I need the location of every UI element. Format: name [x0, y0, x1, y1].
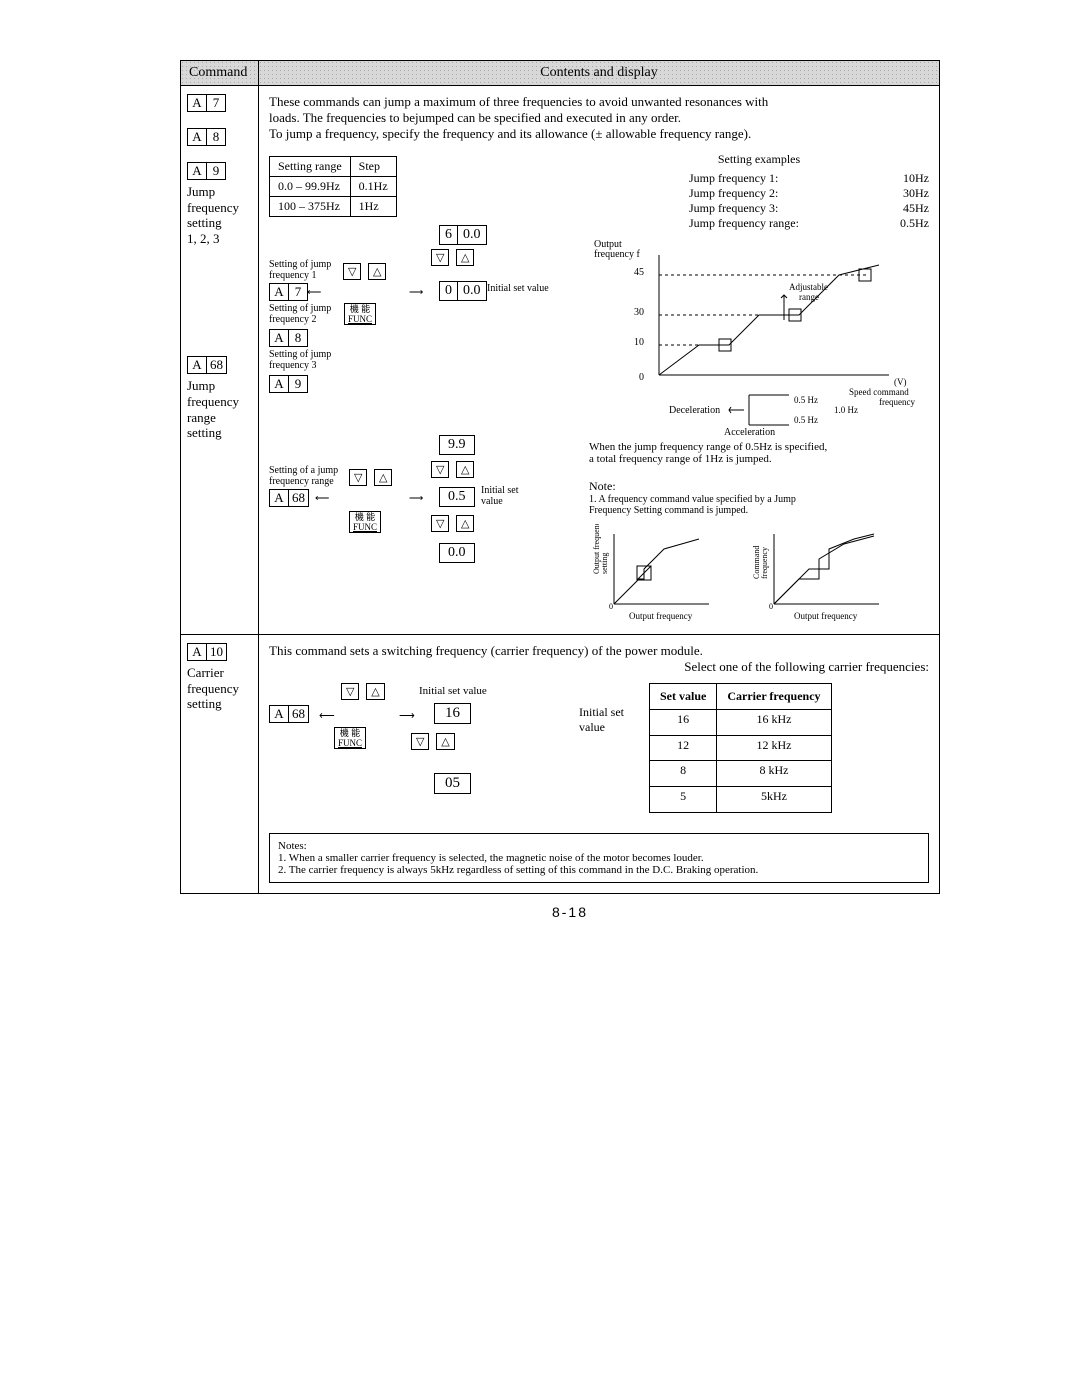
svg-text:0.5 Hz: 0.5 Hz	[794, 395, 818, 405]
svg-text:0.5 Hz: 0.5 Hz	[794, 415, 818, 425]
header-command: Command	[181, 61, 259, 86]
s2-line1: This command sets a switching frequency …	[269, 643, 929, 659]
reg-a9: A9	[187, 162, 226, 180]
svg-text:Output frequency: Output frequency	[794, 611, 858, 621]
mini-graph-2: Command frequency 0 Output frequency	[749, 524, 889, 624]
flow1-r1: A7	[269, 283, 308, 301]
svg-text:30: 30	[634, 307, 644, 318]
svg-text:frequency f: frequency f	[594, 249, 640, 260]
page-number: 8-18	[180, 904, 960, 920]
svg-text:10: 10	[634, 337, 644, 348]
mini-graph-1: Output frequency setting 0 Output freque…	[589, 524, 719, 624]
svg-text:range: range	[799, 292, 819, 302]
flow1-r3: A9	[269, 375, 308, 393]
reg-a68: A68	[187, 356, 227, 374]
svg-text:(V): (V)	[894, 377, 907, 387]
s2-initial-label: Initial set value	[579, 683, 649, 813]
flow2-r: A68	[269, 489, 309, 507]
note1: 1. A frequency command value specified b…	[589, 494, 929, 516]
graph-note-when: When the jump frequency range of 0.5Hz i…	[589, 441, 929, 465]
flow2-mid: 0.5	[439, 487, 475, 507]
flow1-l2: Setting of jump frequency 2	[269, 303, 331, 325]
label-carrier: Carrier frequency setting	[187, 665, 252, 712]
svg-text:45: 45	[634, 267, 644, 278]
flow1-l3: Setting of jump frequency 3	[269, 349, 331, 371]
svg-text:Adjustable: Adjustable	[789, 282, 828, 292]
s2-initial-top: Initial set value	[419, 685, 487, 697]
flow1-mid: 00.0	[439, 281, 487, 301]
s2-note2: 2. The carrier frequency is always 5kHz …	[278, 864, 920, 876]
header-contents: Contents and display	[259, 61, 940, 86]
flow2-bot: 0.0	[439, 543, 475, 563]
reg-a68-2: A68	[269, 705, 309, 723]
flow2-top: 9.9	[439, 435, 475, 455]
carrier-table: Set valueCarrier frequency 1616 kHz 1212…	[649, 683, 832, 813]
intro-text: These commands can jump a maximum of thr…	[269, 94, 929, 142]
reg-a7: A7	[187, 94, 226, 112]
svg-text:Output frequency: Output frequency	[629, 611, 693, 621]
up-key-icon: △	[456, 249, 474, 266]
flow1-top: 60.0	[439, 225, 487, 245]
svg-text:frequency: frequency	[879, 397, 915, 407]
flow1-l1: Setting of jump frequency 1	[269, 259, 331, 281]
svg-text:Acceleration: Acceleration	[724, 427, 775, 435]
examples-title: Setting examples	[589, 152, 929, 167]
svg-text:Speed command: Speed command	[849, 387, 909, 397]
reg-a8: A8	[187, 128, 226, 146]
svg-text:0: 0	[769, 602, 773, 611]
svg-text:1.0 Hz: 1.0 Hz	[834, 405, 858, 415]
svg-text:Deceleration: Deceleration	[669, 405, 720, 416]
notes-title: Notes:	[278, 840, 920, 852]
svg-text:frequency: frequency	[760, 547, 769, 579]
s2-v16: 16	[434, 703, 471, 724]
section1-left: A7 A8 A9 Jump frequency setting 1, 2, 3 …	[181, 86, 259, 635]
svg-text:0: 0	[609, 602, 613, 611]
range-table: Setting rangeStep 0.0 – 99.9Hz0.1Hz 100 …	[269, 156, 397, 217]
s2-note1: 1. When a smaller carrier frequency is s…	[278, 852, 920, 864]
section1-content: These commands can jump a maximum of thr…	[259, 86, 940, 635]
label-jump-freq: Jump frequency setting 1, 2, 3	[187, 184, 252, 246]
svg-text:0: 0	[639, 372, 644, 383]
reg-a10: A10	[187, 643, 227, 661]
section2-content: This command sets a switching frequency …	[259, 635, 940, 894]
flow2-initial: Initial set value	[481, 485, 519, 507]
func-key: 機 能FUNC	[344, 303, 376, 325]
label-jump-range: Jump frequency range setting	[187, 378, 252, 440]
flow1-initial: Initial set value	[487, 283, 549, 294]
s2-v05: 05	[434, 773, 471, 794]
s2-line2: Select one of the following carrier freq…	[269, 659, 929, 675]
svg-text:setting: setting	[600, 553, 609, 574]
section2-left: A10 Carrier frequency setting	[181, 635, 259, 894]
down-key-icon: ▽	[431, 249, 449, 266]
flow2-l: Setting of a jump frequency range	[269, 465, 338, 487]
flow1-r2: A8	[269, 329, 308, 347]
note-title: Note:	[589, 479, 929, 494]
output-frequency-graph: Output frequency f 45 30 10 0	[589, 235, 919, 435]
